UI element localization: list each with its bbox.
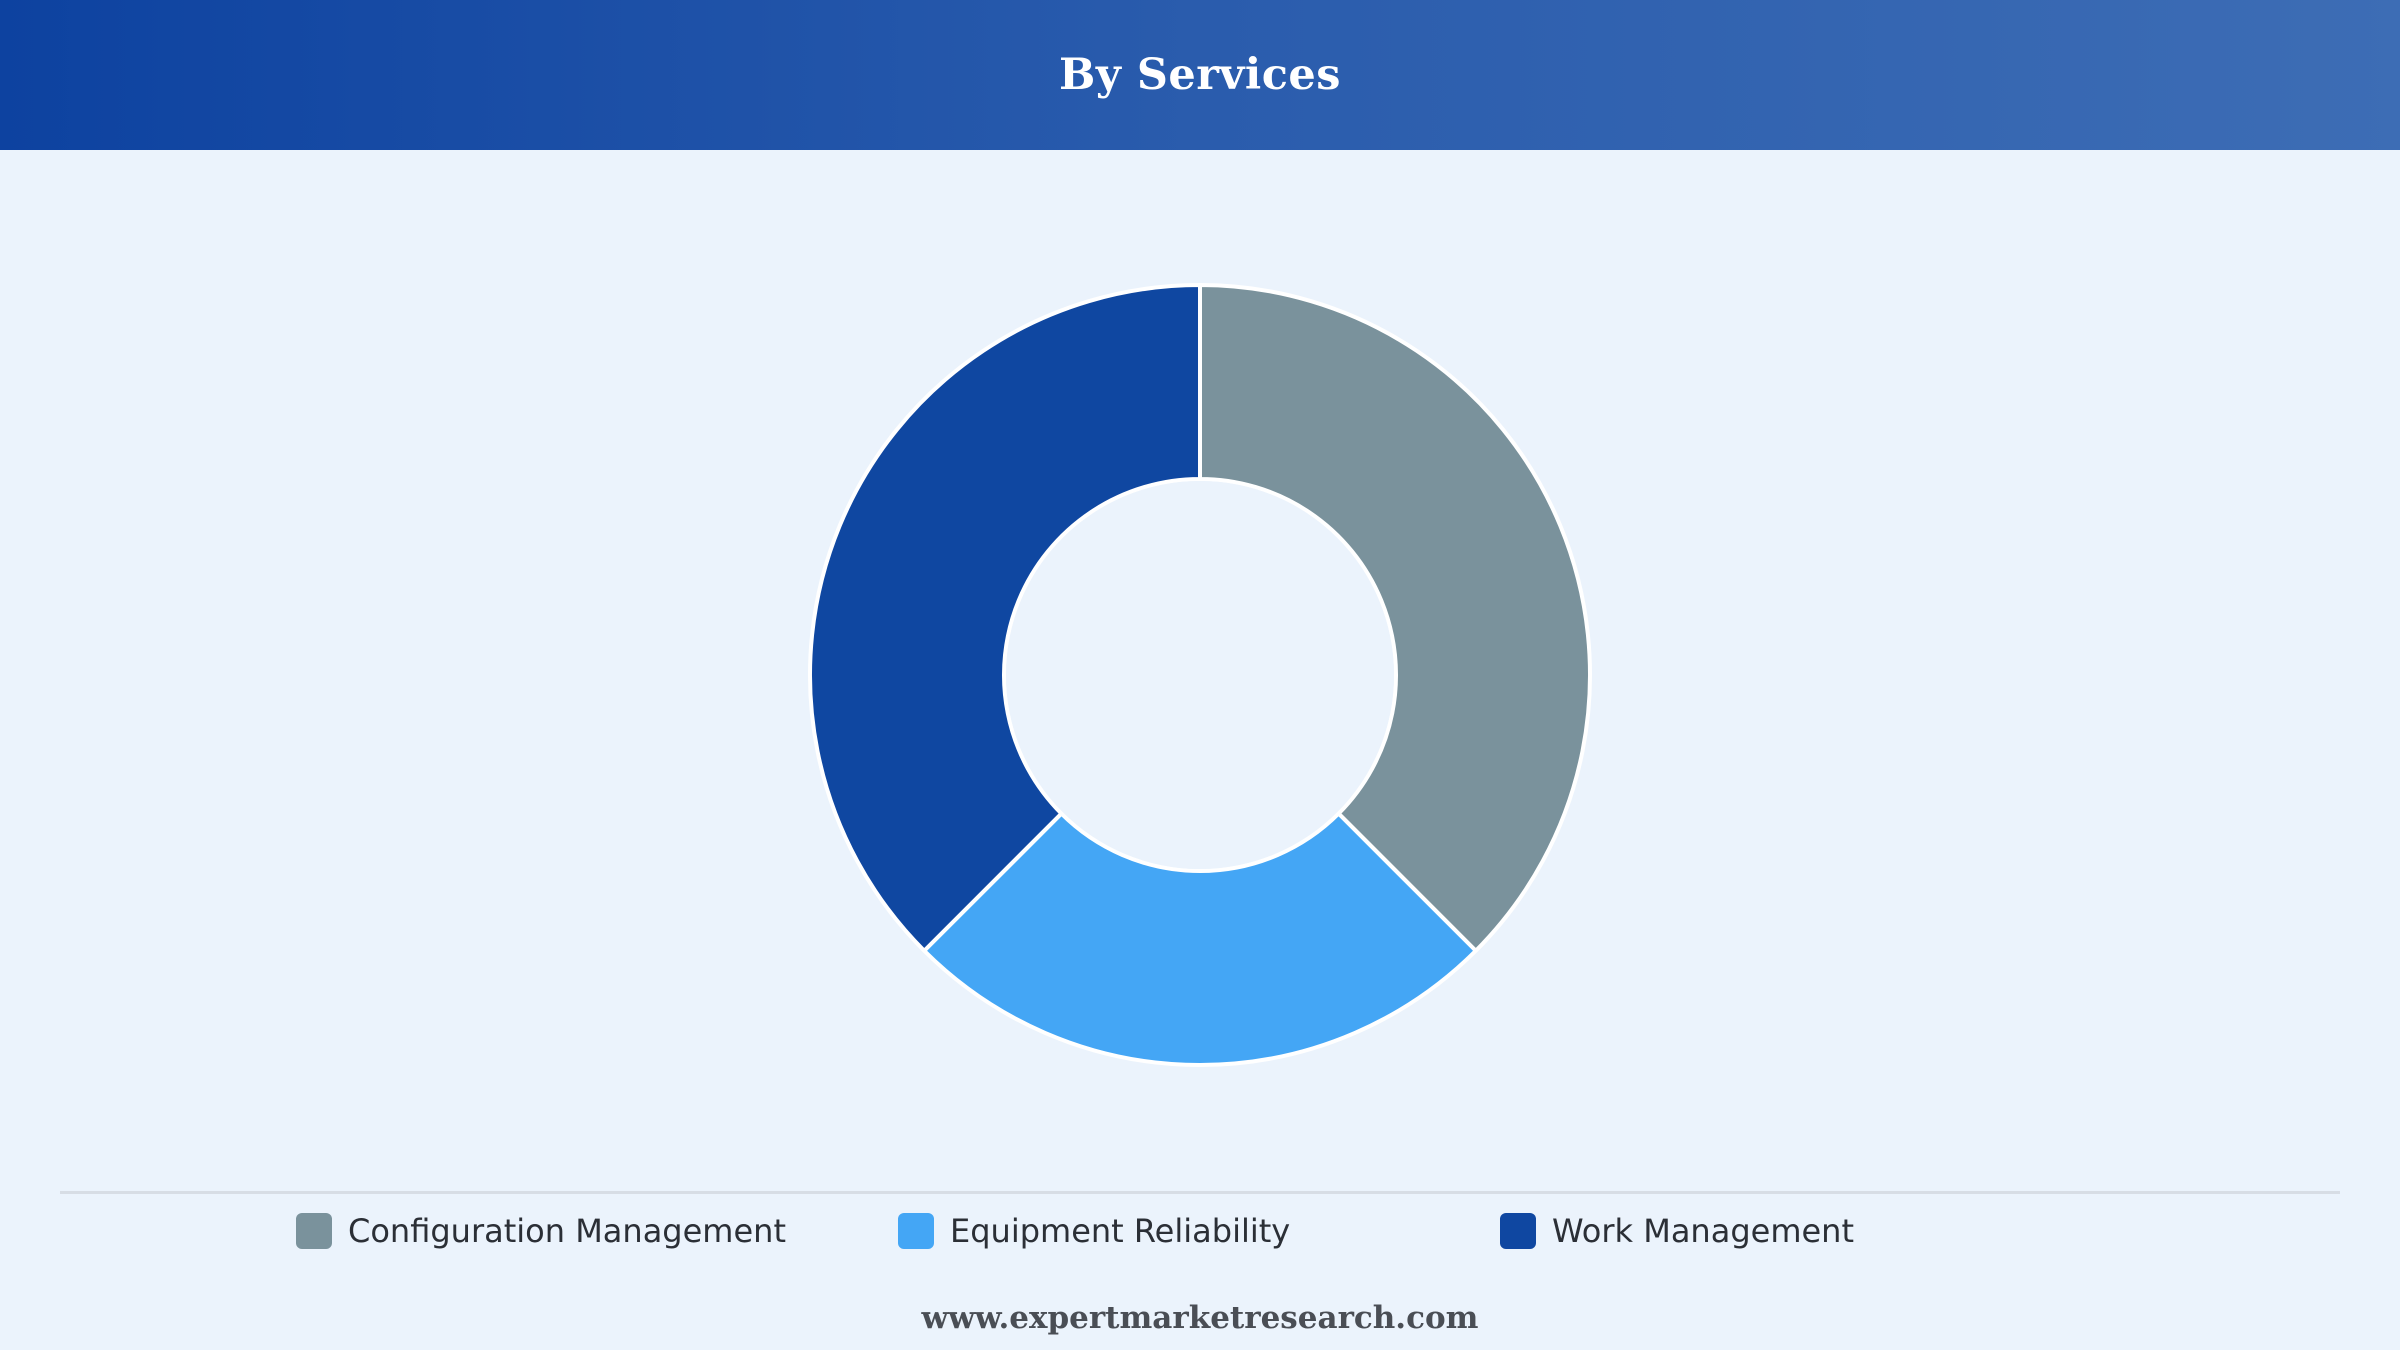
source-website: www.expertmarketresearch.com [921, 1300, 1479, 1336]
chart-legend: Configuration Management Equipment Relia… [0, 1207, 2400, 1255]
legend-divider [60, 1191, 2340, 1194]
legend-swatch-work-management [1500, 1213, 1536, 1249]
donut-slice-equipment-reliability[interactable] [922, 811, 1478, 1068]
legend-swatch-configuration-management [296, 1213, 332, 1249]
legend-label-work-management: Work Management [1552, 1212, 1854, 1250]
donut-slice-work-management[interactable] [808, 283, 1202, 953]
legend-item-work-management[interactable]: Work Management [1500, 1207, 1854, 1255]
donut-chart [808, 283, 1592, 1068]
legend-label-configuration-management: Configuration Management [348, 1212, 786, 1250]
donut-slice-configuration-management[interactable] [1198, 283, 1592, 953]
donut-hole [1006, 481, 1394, 869]
legend-item-equipment-reliability[interactable]: Equipment Reliability [898, 1207, 1290, 1255]
legend-swatch-equipment-reliability [898, 1213, 934, 1249]
chart-header: By Services [0, 0, 2400, 150]
legend-item-configuration-management[interactable]: Configuration Management [296, 1207, 786, 1255]
chart-title: By Services [1059, 50, 1341, 100]
legend-label-equipment-reliability: Equipment Reliability [950, 1212, 1291, 1250]
